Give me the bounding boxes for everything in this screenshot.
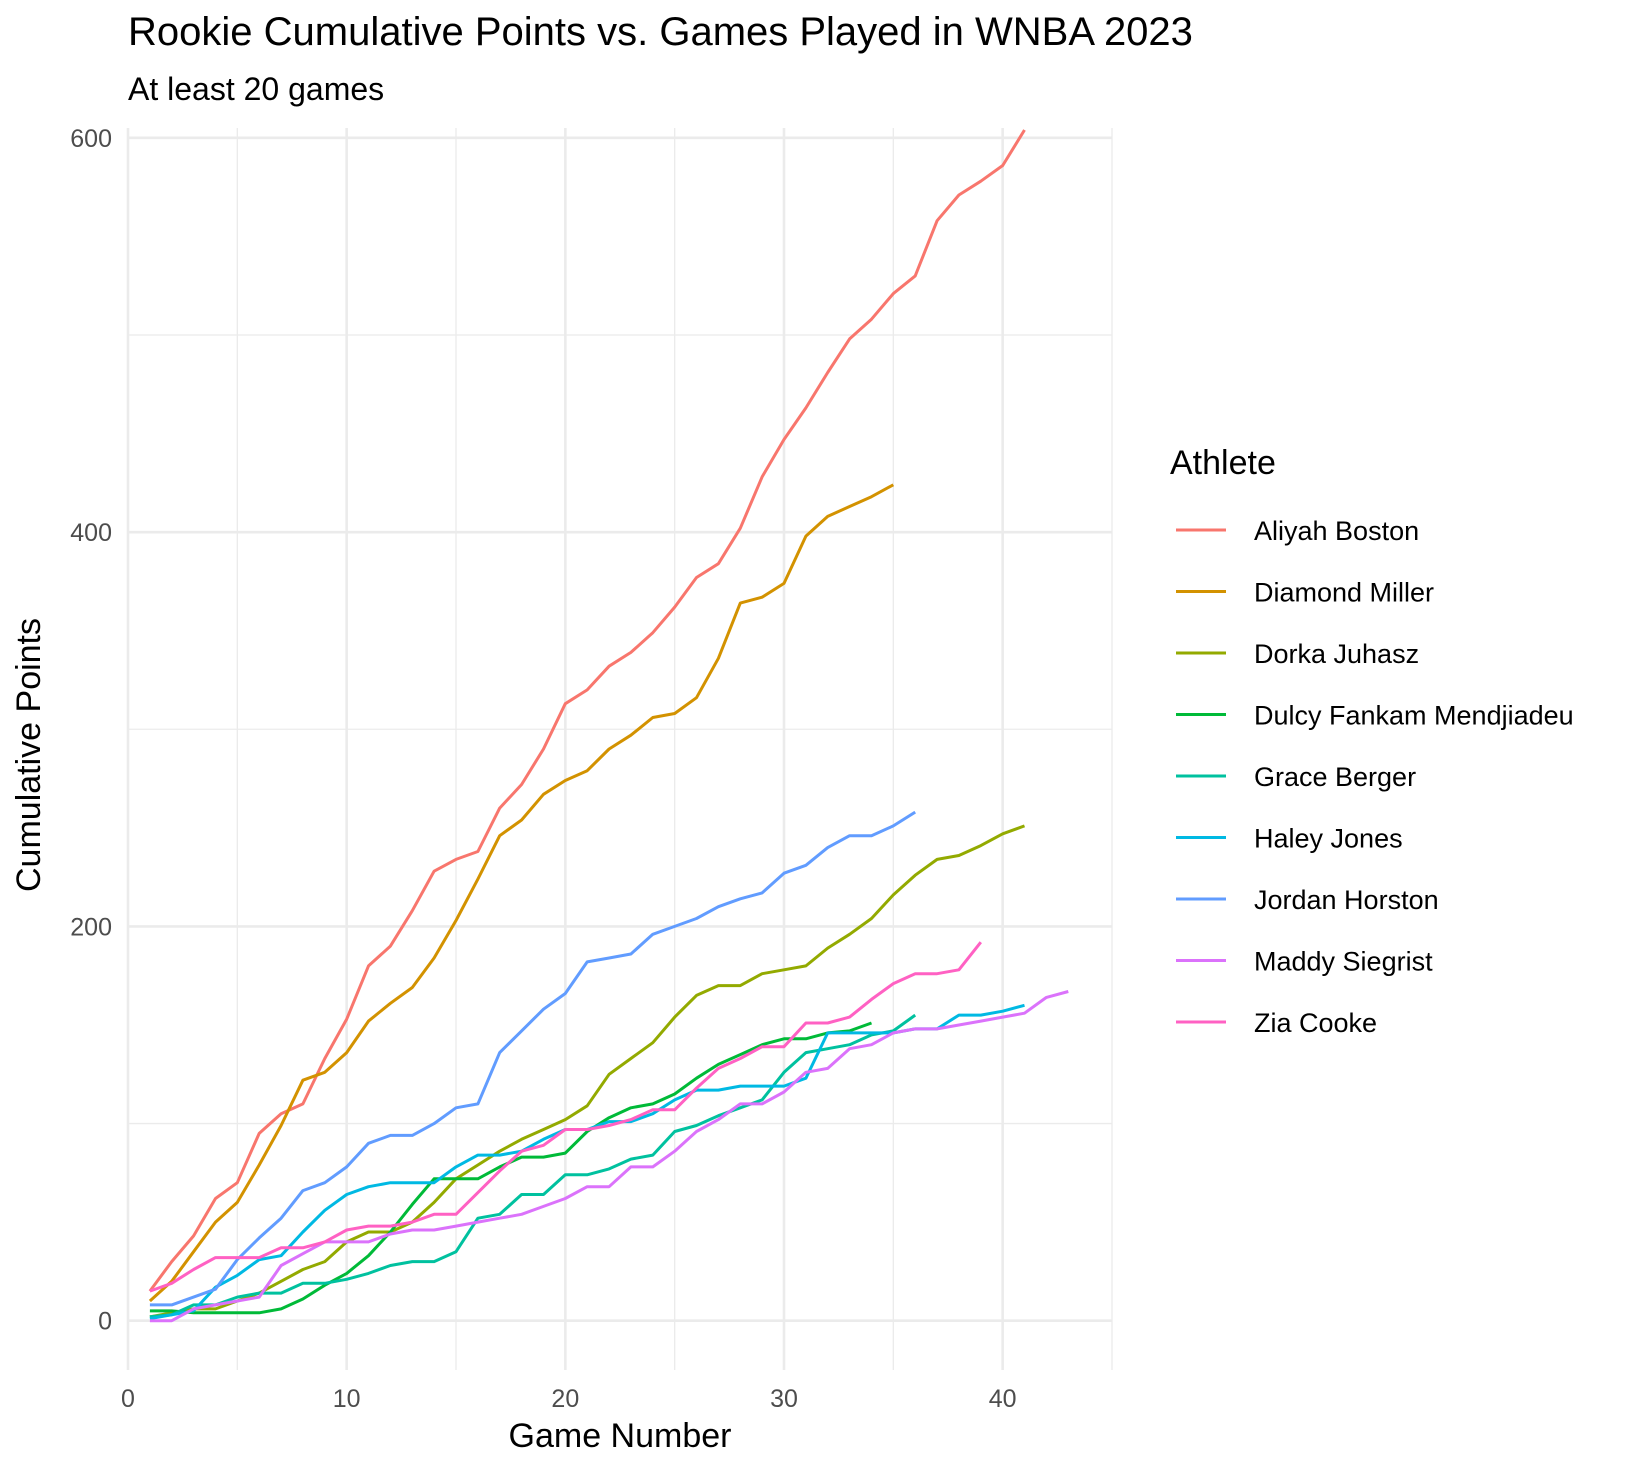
legend-label-maddy-siegrist: Maddy Siegrist [1254, 947, 1433, 977]
legend-item-aliyah-boston: Aliyah Boston [1176, 516, 1419, 546]
y-tick-label: 200 [70, 913, 112, 941]
series-line-maddy-siegrist [149, 990, 1069, 1323]
legend-item-diamond-miller: Diamond Miller [1176, 578, 1434, 608]
y-tick-label: 600 [70, 125, 112, 153]
legend-items: Aliyah Boston Diamond Miller Dorka Juhasz D… [1176, 516, 1574, 1038]
series-line-aliyah-boston [148, 129, 1026, 1292]
legend-item-dulcy-fankam-mendjiadeu: Dulcy Fankam Mendjiadeu [1176, 701, 1574, 731]
legend-label-grace-berger: Grace Berger [1254, 762, 1416, 792]
chart-subtitle: At least 20 games [128, 71, 384, 107]
x-tick-label: 30 [770, 1385, 798, 1413]
y-tick-label: 400 [70, 519, 112, 547]
legend-item-maddy-siegrist: Maddy Siegrist [1176, 947, 1433, 977]
legend-item-grace-berger: Grace Berger [1176, 762, 1416, 792]
chart-title: Rookie Cumulative Points vs. Games Playe… [128, 10, 1193, 54]
x-axis-title: Game Number [509, 1417, 732, 1455]
legend-item-zia-cooke: Zia Cooke [1176, 1008, 1377, 1038]
legend-label-dulcy-fankam-mendjiadeu: Dulcy Fankam Mendjiadeu [1254, 701, 1574, 731]
y-axis-title: Cumulative Points [10, 618, 48, 892]
legend-item-jordan-horston: Jordan Horston [1176, 885, 1439, 915]
legend-item-haley-jones: Haley Jones [1176, 824, 1403, 854]
series-lines [148, 129, 1069, 1323]
x-tick-label: 0 [121, 1385, 135, 1413]
series-line-jordan-horston [149, 810, 916, 1307]
series-line-grace-berger [149, 1013, 917, 1319]
series-line-diamond-miller [148, 483, 895, 1303]
legend-label-aliyah-boston: Aliyah Boston [1254, 516, 1419, 546]
x-tick-label: 10 [333, 1385, 361, 1413]
x-tick-label: 40 [989, 1385, 1017, 1413]
y-axis-ticks: 0 200 400 600 [70, 125, 112, 1336]
legend-item-dorka-juhasz: Dorka Juhasz [1176, 639, 1419, 669]
grid [126, 128, 1113, 1370]
legend: Athlete Aliyah Boston Diamond Miller Dorka… [1170, 444, 1574, 1038]
legend-label-haley-jones: Haley Jones [1254, 824, 1403, 854]
legend-label-jordan-horston: Jordan Horston [1254, 885, 1439, 915]
x-axis-ticks: 0 10 20 30 40 [121, 1385, 1017, 1413]
legend-label-diamond-miller: Diamond Miller [1254, 578, 1434, 608]
series-line-zia-cooke [149, 941, 982, 1293]
y-tick-label: 0 [98, 1308, 112, 1336]
legend-title: Athlete [1170, 444, 1276, 482]
legend-label-dorka-juhasz: Dorka Juhasz [1254, 639, 1419, 669]
x-tick-label: 20 [551, 1385, 579, 1413]
legend-label-zia-cooke: Zia Cooke [1254, 1008, 1377, 1038]
series-line-dorka-juhasz [149, 824, 1026, 1319]
